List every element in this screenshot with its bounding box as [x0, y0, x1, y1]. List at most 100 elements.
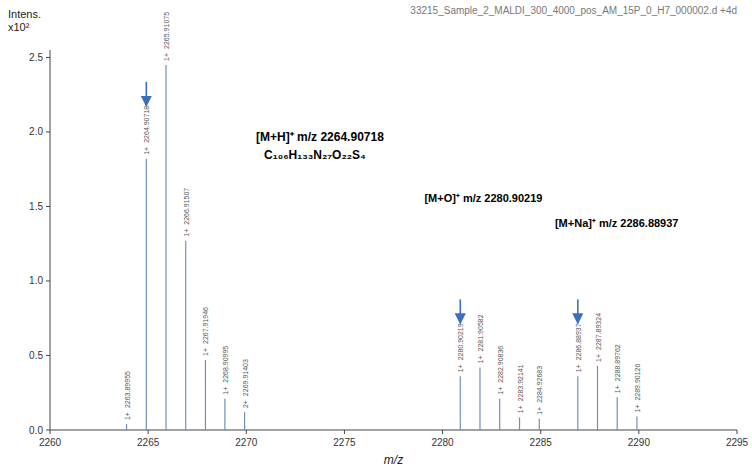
x-tick — [148, 430, 149, 434]
y-tick-label: 0.5 — [29, 350, 43, 361]
peak-charge: 1+ — [477, 355, 484, 363]
x-tick — [442, 430, 443, 434]
peak-label-group: 1+ 2266.91507 — [183, 188, 190, 237]
x-tick — [638, 430, 639, 434]
peak — [224, 399, 225, 430]
peak — [539, 419, 540, 430]
peak-label-group: 1+ 2288.89762 — [614, 344, 621, 393]
y-tick — [46, 57, 50, 58]
y-tick-label: 0.0 — [29, 425, 43, 436]
peak-charge: 1+ — [457, 364, 464, 372]
y-tick-label: 1.0 — [29, 275, 43, 286]
peak-label: 2265.91075 — [163, 12, 170, 49]
x-tick-label: 2285 — [530, 437, 553, 448]
peak-label-group: 1+ 2263.89955 — [124, 371, 131, 420]
peak-label: 2264.90718 — [143, 106, 150, 143]
x-tick-label: 2295 — [726, 437, 749, 448]
peak-label: 2287.89324 — [595, 313, 602, 350]
x-tick — [344, 430, 345, 434]
peak-charge: 1+ — [517, 405, 524, 413]
annotation-arrow — [459, 299, 461, 323]
peak-label: 2281.90582 — [477, 314, 484, 351]
peak — [479, 367, 480, 430]
peak-label-group: 1+ 2289.90120 — [634, 364, 641, 413]
peak-charge: 1+ — [163, 53, 170, 61]
peak-charge: 1+ — [536, 407, 543, 415]
y-tick — [46, 355, 50, 356]
peak-label: 2267.91946 — [202, 307, 209, 344]
x-tick — [540, 430, 541, 434]
peak — [165, 65, 166, 430]
x-tick-label: 2265 — [137, 437, 160, 448]
peak-charge: 1+ — [575, 364, 582, 372]
peak — [205, 360, 206, 430]
y-axis-line — [50, 50, 51, 430]
annotation-arrow — [577, 299, 579, 323]
peak-charge: 2+ — [242, 400, 249, 408]
peak — [636, 417, 637, 430]
peak — [519, 417, 520, 430]
peak-label-group: 1+ 2284.92683 — [536, 366, 543, 415]
peak-label-group: 1+ 2264.90718 — [143, 106, 150, 155]
peak-label-group: 1+ 2281.90582 — [477, 314, 484, 363]
peak-label: 2288.89762 — [614, 344, 621, 381]
x-tick — [737, 430, 738, 434]
peak — [126, 424, 127, 430]
peak-label: 2269.91403 — [242, 359, 249, 396]
peak-label-group: 1+ 2265.91075 — [163, 12, 170, 61]
x-tick-label: 2270 — [235, 437, 258, 448]
peak-charge: 1+ — [124, 412, 131, 420]
y-axis-label: Intens. — [8, 8, 41, 20]
peak-label-group: 1+ 2267.91946 — [202, 307, 209, 356]
peak-label: 2266.91507 — [183, 188, 190, 225]
peak-label-group: 1+2282.90836 — [497, 346, 504, 395]
peak-label: 2280.90219 — [457, 323, 464, 360]
x-tick-label: 2260 — [39, 437, 62, 448]
y-tick — [46, 206, 50, 207]
y-tick — [46, 280, 50, 281]
peak — [577, 376, 578, 430]
peak-label: 2284.92683 — [536, 366, 543, 403]
x-tick — [50, 430, 51, 434]
annotation-text: [M+Na]⁺ m/z 2286.88937 — [555, 217, 679, 229]
peak-label: 2286.88937 — [575, 323, 582, 360]
peak — [597, 366, 598, 430]
stems — [127, 65, 637, 430]
y-tick-label: 1.5 — [29, 201, 43, 212]
peak-charge: 1+ — [183, 229, 190, 237]
peak-charge: 1+ — [143, 147, 150, 155]
x-tick-label: 2290 — [628, 437, 651, 448]
peak-charge: 1+ — [614, 385, 621, 393]
annotation: [M+O]⁺ m/z 2280.90219 — [424, 192, 542, 204]
x-axis-label: m/z — [384, 453, 403, 467]
peak-label-group: 1+ 2280.90219 — [457, 323, 464, 372]
peak-charge: 1+ — [202, 348, 209, 356]
y-tick — [46, 430, 50, 431]
peak-label: 2268.90995 — [222, 346, 229, 383]
peak-label: 2263.89955 — [124, 371, 131, 408]
title: 33215_Sample_2_MALDI_300_4000_pos_AM_15P… — [410, 5, 737, 16]
x-tick — [246, 430, 247, 434]
peak-label: 2282.90836 — [497, 346, 504, 383]
peak-label-group: 1+2268.90995 — [222, 346, 229, 395]
annotation-text: [M+O]⁺ m/z 2280.90219 — [424, 192, 542, 204]
x-tick-label: 2280 — [431, 437, 454, 448]
x-tick-label: 2275 — [333, 437, 356, 448]
peak-label: 2283.92141 — [517, 364, 524, 401]
peak-label-group: 1+ 2283.92141 — [517, 364, 524, 413]
peak — [617, 397, 618, 430]
peak — [146, 159, 147, 430]
peak — [460, 376, 461, 430]
annotation-formula: C₁₀₆H₁₃₃N₂₇O₂₂S₄ — [264, 148, 366, 162]
y-tick-label: 2.0 — [29, 126, 43, 137]
peak-label: 2289.90120 — [634, 364, 641, 401]
peak-charge: 1+ — [634, 405, 641, 413]
chart: 33215_Sample_2_MALDI_300_4000_pos_AM_15P… — [0, 0, 752, 472]
annotation-arrow — [146, 82, 148, 106]
peak-charge: 1+ — [595, 354, 602, 362]
peak — [244, 412, 245, 430]
annotation: [M+H]⁺ m/z 2264.90718C₁₀₆H₁₃₃N₂₇O₂₂S₄ — [256, 130, 384, 162]
peak-label-group: 1+ 2286.88937 — [575, 323, 582, 372]
peak-label-group: 1+ 2287.89324 — [595, 313, 602, 362]
y-axis-label: x10² — [8, 21, 30, 33]
